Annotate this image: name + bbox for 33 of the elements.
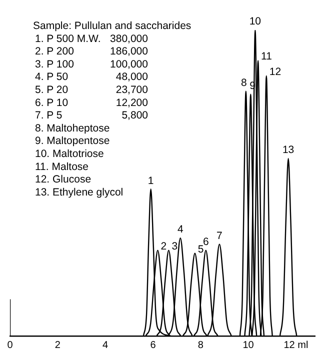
annotation: 11. Maltose bbox=[35, 160, 89, 173]
x-tick-label: 12 ml bbox=[284, 340, 308, 351]
annotation: 10. Maltotriose bbox=[35, 148, 104, 160]
series-label: 8 bbox=[241, 76, 248, 89]
annotation: 1. P 500 M.W. 380,000 bbox=[35, 32, 148, 45]
series-label: 7 bbox=[216, 230, 223, 242]
annotation: 12. Glucose bbox=[35, 174, 92, 186]
text: 5. P 20 23,700 bbox=[35, 84, 148, 96]
x-tick-label: 2 bbox=[54, 340, 61, 351]
series-label: 6 bbox=[202, 236, 209, 248]
series-label: 12 bbox=[269, 66, 282, 78]
series-label: 4 bbox=[177, 224, 184, 236]
series-label: 11 bbox=[261, 50, 272, 63]
series-label: 2 bbox=[160, 240, 167, 252]
series-label: 3 bbox=[172, 240, 178, 252]
x-tick-label: 0 bbox=[7, 340, 14, 351]
x-tick-label: 4 bbox=[102, 340, 109, 351]
series-label: 13 bbox=[282, 144, 294, 156]
text: 7. P 5 5,800 bbox=[35, 110, 148, 122]
chart-title: Sample: Pullulan and saccharides bbox=[33, 20, 192, 32]
annotation: 9. Maltopentose bbox=[35, 135, 110, 148]
series-label: 5 bbox=[198, 244, 204, 256]
series-label: 10 bbox=[249, 16, 262, 28]
x-tick-label: 8 bbox=[198, 340, 204, 351]
series-label: 1 bbox=[148, 174, 154, 187]
text: 2. P 200 186,000 bbox=[35, 46, 148, 58]
text: 3. P 100 100,000 bbox=[35, 58, 148, 70]
x-tick-label: 10 bbox=[242, 340, 254, 351]
text: 4. P 50 48,000 bbox=[35, 71, 148, 84]
annotation: 8. Maltoheptose bbox=[35, 122, 110, 134]
annotation: 13. Ethylene glycol bbox=[35, 186, 124, 198]
x-tick-label: 6 bbox=[150, 340, 156, 351]
text: 6. P 10 12,200 bbox=[35, 96, 148, 109]
